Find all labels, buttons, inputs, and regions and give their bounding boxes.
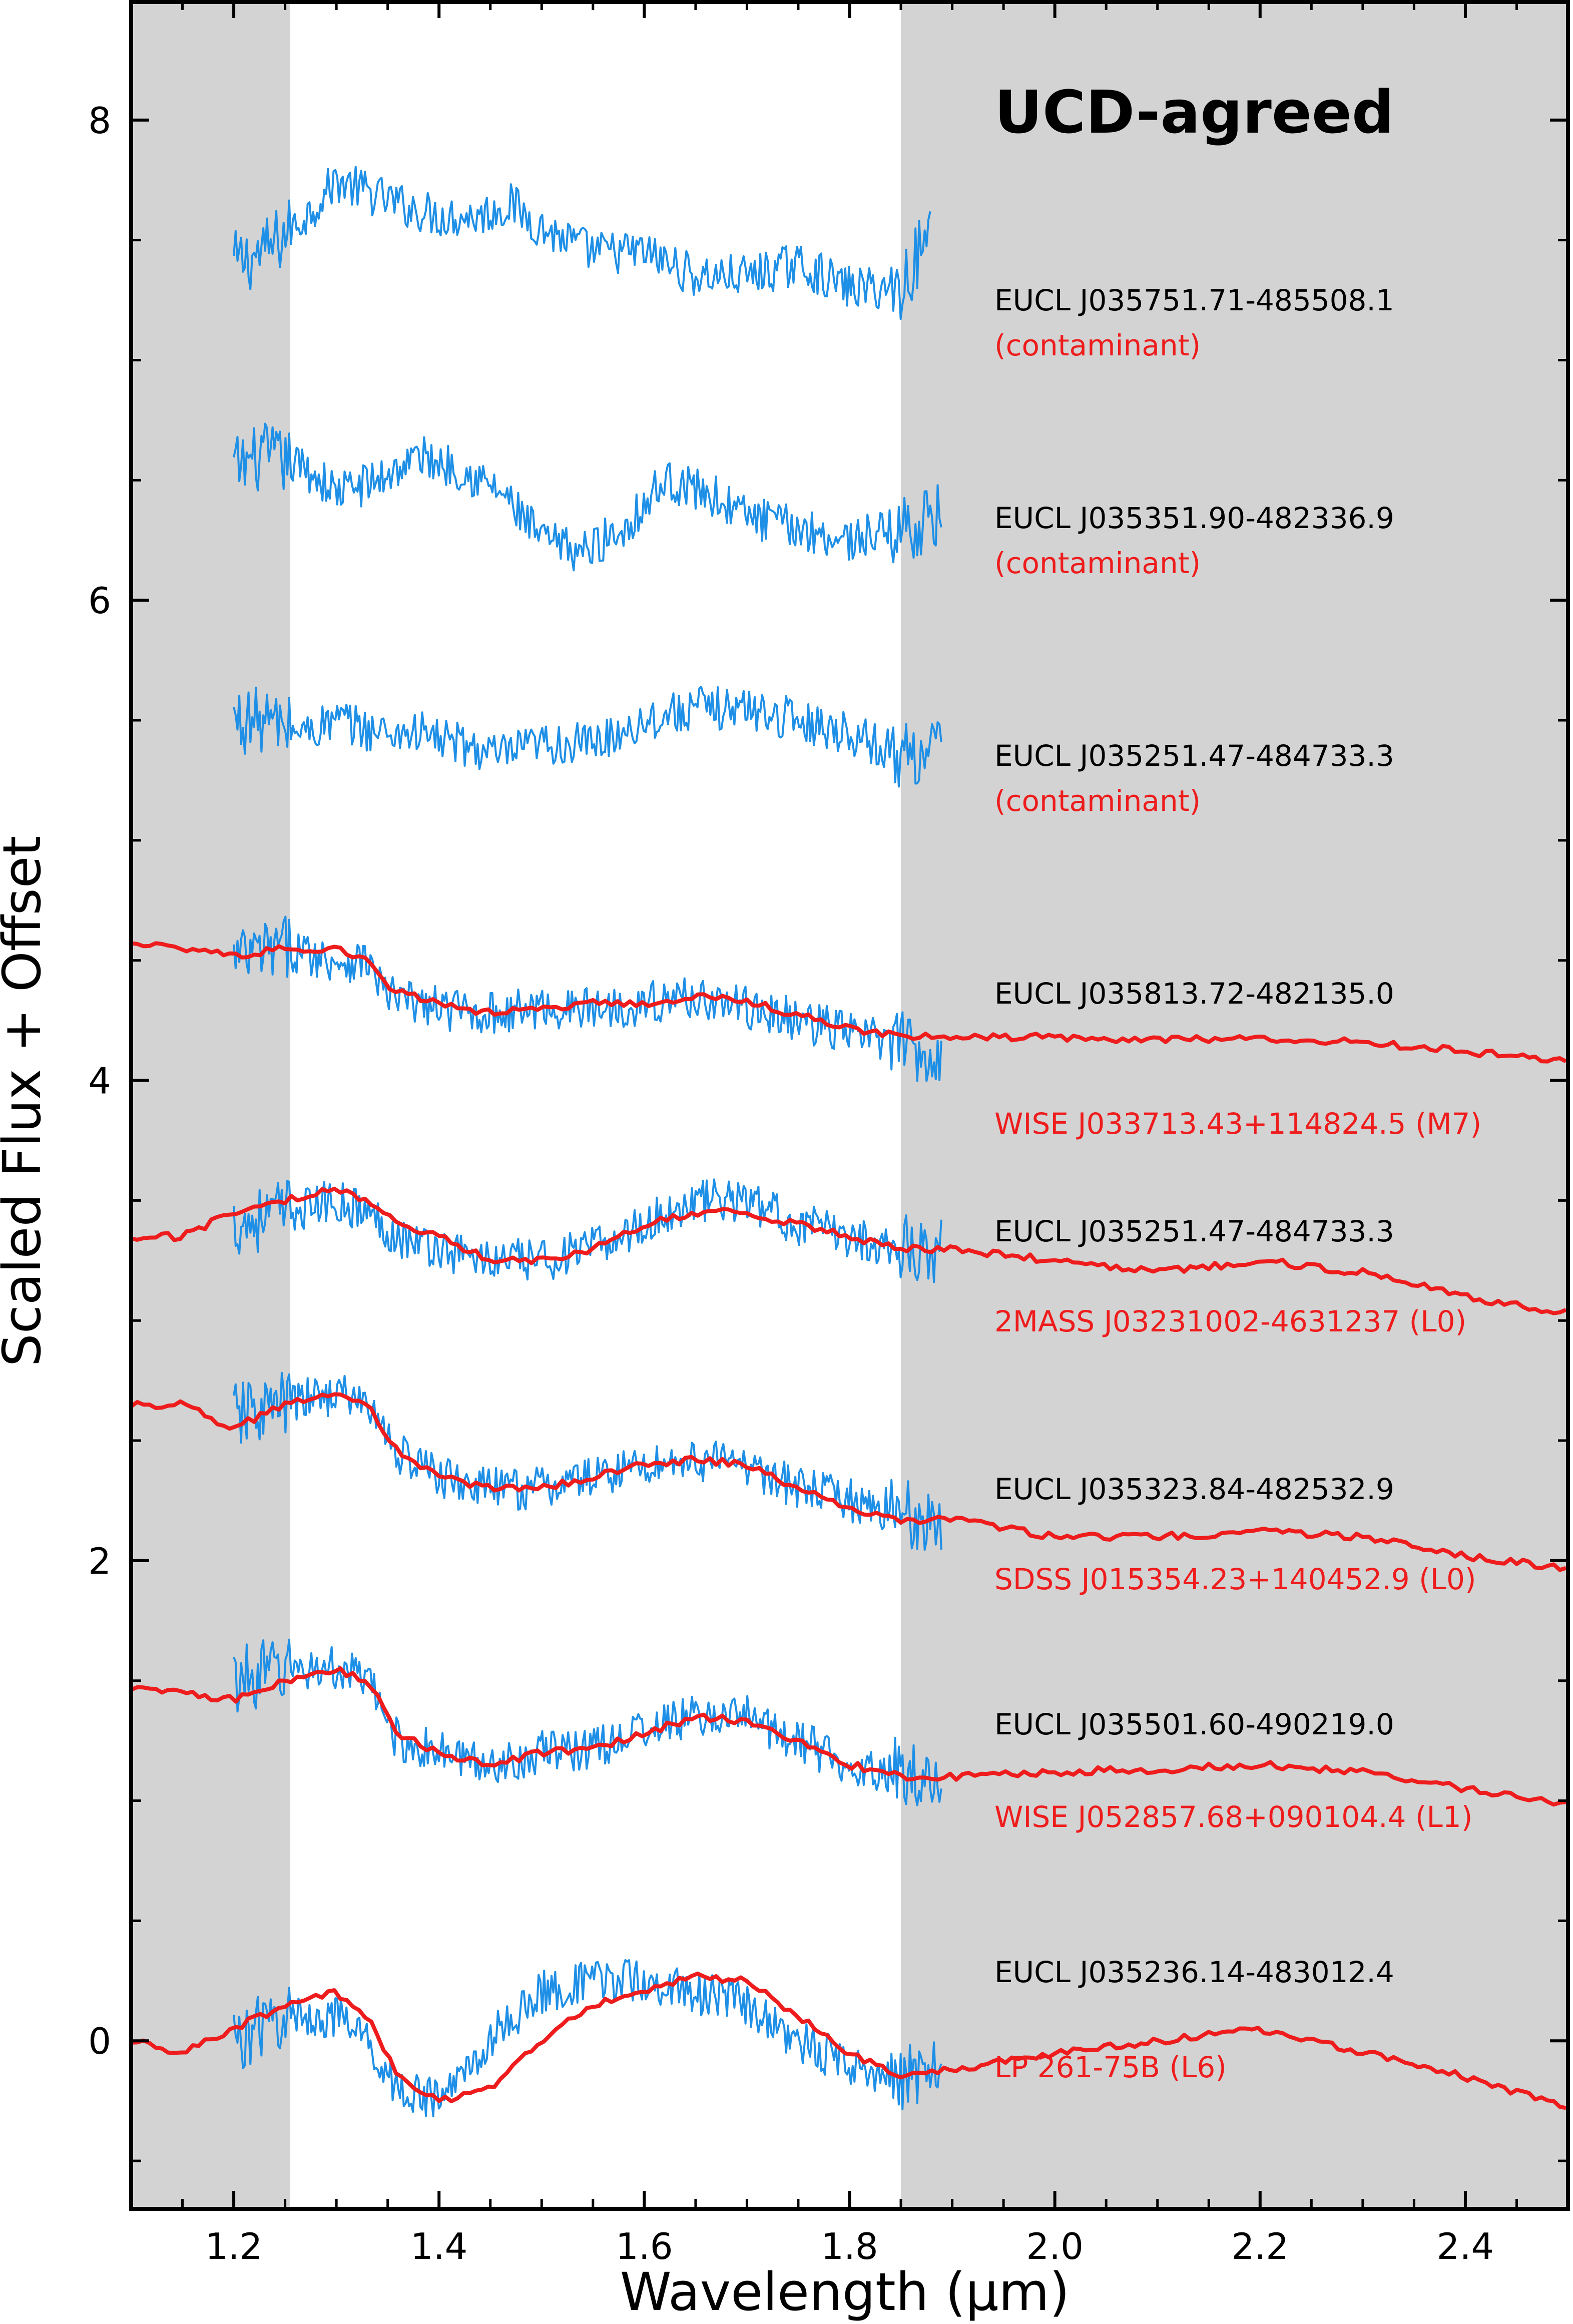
object-label: EUCL J035813.72-482135.0 — [994, 977, 1394, 1011]
x-tick-label: 2.0 — [1026, 2225, 1084, 2267]
observed-spectrum-line-2 — [233, 422, 942, 572]
y-tick-label: 0 — [88, 2020, 111, 2062]
x-tick-label: 1.6 — [616, 2225, 673, 2267]
y-tick-label: 4 — [88, 1060, 111, 1102]
shaded-region-1 — [131, 0, 290, 2209]
x-axis-label: Wavelength (μm) — [620, 2261, 1070, 2322]
spectra-series — [130, 166, 1567, 2118]
match-label: 2MASS J03231002-4631237 (L0) — [994, 1304, 1466, 1338]
template-spectrum-line-5 — [131, 1186, 1567, 1315]
template-spectrum-line-8 — [131, 1971, 1566, 2110]
template-spectrum-line-6 — [130, 1392, 1567, 1572]
match-label: (contaminant) — [994, 328, 1201, 362]
observed-spectrum-line-3 — [233, 686, 942, 788]
spectrum-8 — [131, 1959, 1566, 2118]
spectrum-1 — [233, 166, 931, 320]
match-label: SDSS J015354.23+140452.9 (L0) — [994, 1562, 1476, 1596]
observed-spectrum-line-7 — [233, 1638, 942, 1806]
shaded-region-2 — [901, 0, 1568, 2209]
object-label: EUCL J035351.90-482336.9 — [994, 501, 1394, 535]
y-tick-label: 8 — [88, 100, 111, 142]
y-tick-label: 2 — [88, 1540, 111, 1582]
chart-title: UCD-agreed — [994, 78, 1394, 147]
match-label: LP 261-75B (L6) — [994, 2050, 1227, 2084]
observed-spectrum-line-8 — [233, 1959, 942, 2118]
spectrum-3 — [233, 686, 942, 788]
spectrum-labels: EUCL J035751.71-485508.1 (contaminant) EUC… — [994, 283, 1481, 2084]
axis-ticks: 1.2 1.4 1.6 1.8 2.0 2.2 2.4 0 2 4 6 8 — [88, 0, 1569, 2267]
shaded-regions — [131, 0, 1568, 2209]
x-tick-label: 1.2 — [205, 2225, 263, 2267]
match-label: WISE J052857.68+090104.4 (L1) — [994, 1800, 1472, 1834]
spectrum-7 — [130, 1638, 1566, 1807]
object-label: EUCL J035236.14-483012.4 — [994, 1955, 1394, 1989]
object-label: EUCL J035501.60-490219.0 — [994, 1707, 1394, 1741]
spectrum-6 — [130, 1371, 1567, 1572]
template-spectrum-line-4 — [131, 941, 1567, 1064]
observed-spectrum-line-6 — [233, 1371, 942, 1551]
x-tick-label: 1.8 — [821, 2225, 878, 2267]
x-tick-label: 2.4 — [1437, 2225, 1494, 2267]
spectrum-2 — [233, 422, 942, 572]
spectrum-4 — [131, 915, 1567, 1082]
spectrum-5 — [131, 1178, 1567, 1315]
object-label: EUCL J035323.84-482532.9 — [994, 1472, 1394, 1506]
match-label: (contaminant) — [994, 784, 1201, 818]
match-label: (contaminant) — [994, 546, 1201, 580]
x-tick-label: 1.4 — [410, 2225, 468, 2267]
match-label: WISE J033713.43+114824.5 (M7) — [994, 1107, 1481, 1141]
x-tick-label: 2.2 — [1232, 2225, 1289, 2267]
y-axis-label: Scaled Flux + Offset — [0, 836, 53, 1367]
observed-spectrum-line-4 — [233, 915, 942, 1082]
object-label: EUCL J035751.71-485508.1 — [994, 283, 1394, 317]
observed-spectrum-line-1 — [233, 166, 931, 320]
object-label: EUCL J035251.47-484733.3 — [994, 739, 1394, 773]
template-spectrum-line-7 — [130, 1666, 1566, 1807]
object-label: EUCL J035251.47-484733.3 — [994, 1214, 1394, 1248]
y-tick-label: 6 — [88, 580, 111, 622]
